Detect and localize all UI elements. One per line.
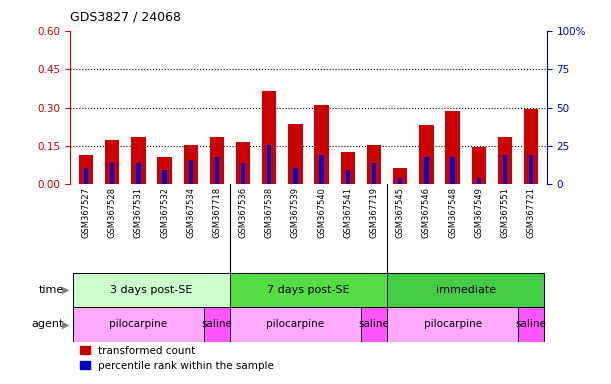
Bar: [293, 168, 298, 184]
Bar: [183, 145, 198, 184]
Text: GSM367539: GSM367539: [291, 187, 300, 238]
Text: ▶: ▶: [62, 285, 69, 295]
Bar: [230, 307, 361, 342]
Bar: [262, 91, 276, 184]
Text: pilocarpine: pilocarpine: [423, 319, 481, 329]
Text: saline: saline: [516, 319, 547, 329]
Text: GSM367528: GSM367528: [108, 187, 117, 238]
Bar: [214, 157, 219, 184]
Bar: [450, 157, 455, 184]
Bar: [367, 145, 381, 184]
Bar: [267, 145, 271, 184]
Bar: [73, 307, 204, 342]
Bar: [498, 137, 512, 184]
Bar: [398, 178, 403, 184]
Bar: [73, 273, 230, 307]
Text: GSM367549: GSM367549: [474, 187, 483, 238]
Bar: [288, 124, 302, 184]
Text: 7 days post-SE: 7 days post-SE: [267, 285, 350, 295]
Text: GSM367540: GSM367540: [317, 187, 326, 238]
Bar: [131, 137, 145, 184]
Text: GSM367541: GSM367541: [343, 187, 353, 238]
Text: immediate: immediate: [436, 285, 496, 295]
Text: GSM367531: GSM367531: [134, 187, 143, 238]
Bar: [189, 160, 193, 184]
Text: GSM367527: GSM367527: [81, 187, 90, 238]
Bar: [163, 170, 167, 184]
Text: GSM367545: GSM367545: [396, 187, 404, 238]
Text: time: time: [39, 285, 64, 295]
Text: ▶: ▶: [62, 319, 69, 329]
Bar: [361, 307, 387, 342]
Bar: [393, 168, 408, 184]
Bar: [230, 273, 387, 307]
Text: GSM367551: GSM367551: [500, 187, 510, 238]
Text: GDS3827 / 24068: GDS3827 / 24068: [70, 10, 181, 23]
Text: GSM367718: GSM367718: [213, 187, 221, 238]
Bar: [387, 307, 518, 342]
Bar: [445, 111, 459, 184]
Text: GSM367548: GSM367548: [448, 187, 457, 238]
Text: GSM367534: GSM367534: [186, 187, 196, 238]
Text: GSM367546: GSM367546: [422, 187, 431, 238]
Bar: [503, 155, 507, 184]
Bar: [518, 307, 544, 342]
Bar: [419, 126, 434, 184]
Bar: [136, 162, 141, 184]
Text: saline: saline: [202, 319, 232, 329]
Legend: transformed count, percentile rank within the sample: transformed count, percentile rank withi…: [76, 341, 279, 375]
Bar: [79, 155, 93, 184]
Bar: [84, 168, 88, 184]
Bar: [110, 162, 114, 184]
Bar: [210, 137, 224, 184]
Text: GSM367536: GSM367536: [238, 187, 247, 238]
Bar: [387, 273, 544, 307]
Bar: [472, 147, 486, 184]
Bar: [424, 157, 428, 184]
Bar: [320, 155, 324, 184]
Bar: [372, 162, 376, 184]
Bar: [241, 162, 245, 184]
Text: pilocarpine: pilocarpine: [266, 319, 324, 329]
Bar: [477, 178, 481, 184]
Bar: [236, 142, 251, 184]
Bar: [341, 152, 355, 184]
Bar: [158, 157, 172, 184]
Text: GSM367719: GSM367719: [370, 187, 379, 238]
Text: agent: agent: [32, 319, 64, 329]
Bar: [346, 170, 350, 184]
Bar: [529, 155, 533, 184]
Text: saline: saline: [359, 319, 389, 329]
Text: GSM367721: GSM367721: [527, 187, 536, 238]
Text: 3 days post-SE: 3 days post-SE: [110, 285, 192, 295]
Bar: [315, 105, 329, 184]
Bar: [105, 139, 119, 184]
Bar: [524, 109, 538, 184]
Text: GSM367532: GSM367532: [160, 187, 169, 238]
Bar: [204, 307, 230, 342]
Text: GSM367538: GSM367538: [265, 187, 274, 238]
Text: pilocarpine: pilocarpine: [109, 319, 167, 329]
